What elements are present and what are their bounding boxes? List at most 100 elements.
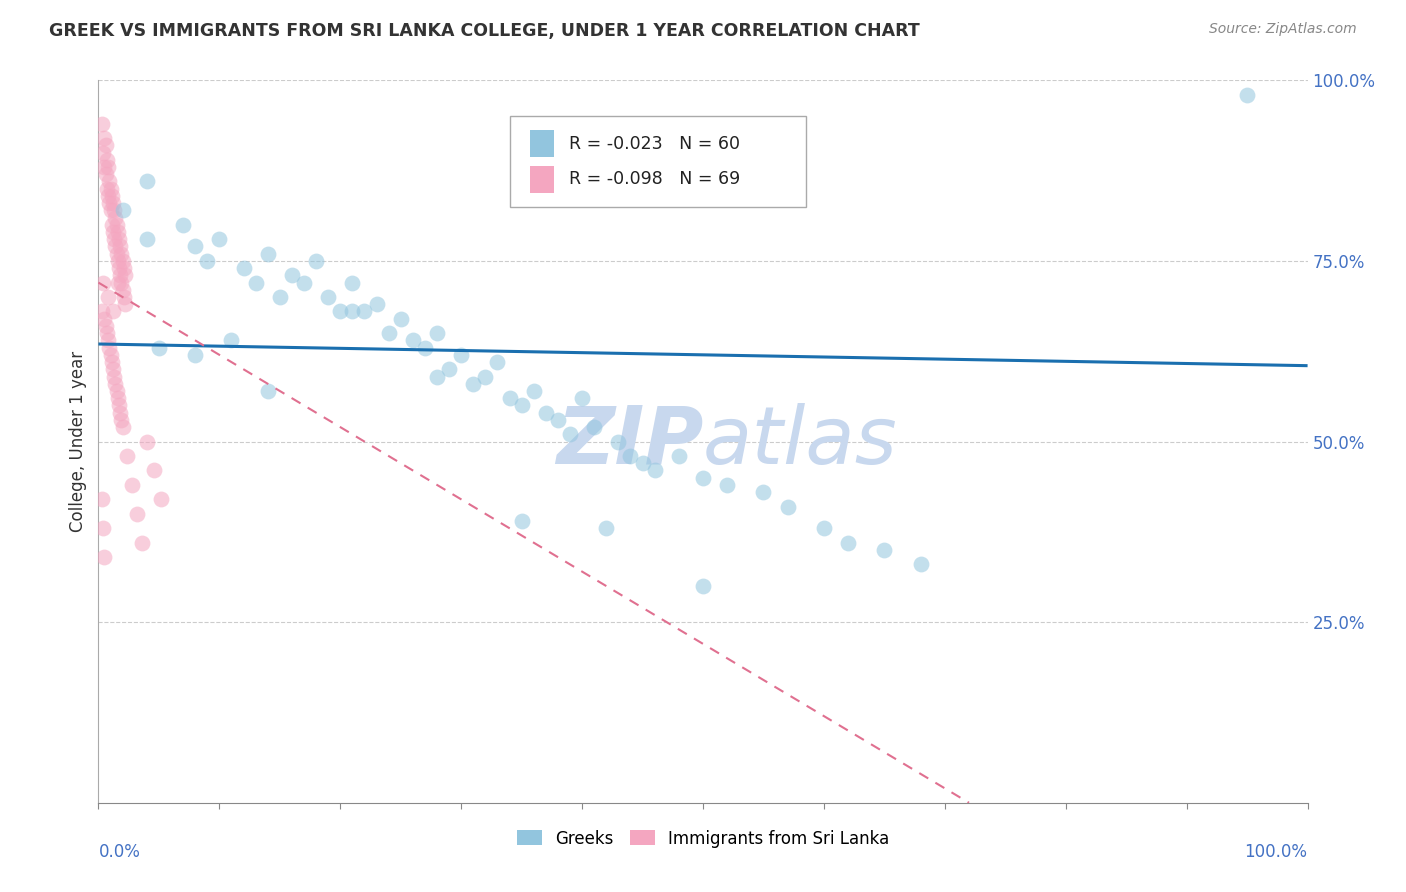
Point (1236, 87, 1258, 102)
Point (96, 153, 118, 167)
Point (619, 449, 641, 463)
Point (413, 341, 436, 355)
Point (148, 341, 170, 355)
Point (389, 311, 412, 326)
Point (97, 160, 120, 174)
Point (103, 203, 125, 218)
Point (94, 318, 117, 333)
Point (97, 189, 120, 203)
Point (172, 218, 194, 232)
Point (510, 514, 533, 528)
Point (93, 311, 115, 326)
Text: GREEK VS IMMIGRANTS FROM SRI LANKA COLLEGE, UNDER 1 YEAR CORRELATION CHART: GREEK VS IMMIGRANTS FROM SRI LANKA COLLE… (49, 22, 920, 40)
Bar (530, 130, 554, 157)
Point (108, 261, 131, 276)
Point (184, 239, 207, 253)
Point (100, 182, 122, 196)
Point (644, 463, 666, 477)
Point (112, 290, 135, 304)
Point (91, 304, 114, 318)
Point (114, 297, 136, 311)
Point (111, 253, 134, 268)
Point (281, 268, 304, 283)
Text: 0.0%: 0.0% (98, 843, 141, 861)
Point (463, 376, 485, 391)
Point (366, 297, 388, 311)
Point (135, 174, 157, 188)
Point (426, 326, 449, 340)
Point (91, 492, 114, 507)
Point (100, 348, 122, 362)
Point (93, 160, 115, 174)
Point (107, 391, 129, 405)
Y-axis label: College, Under 1 year: College, Under 1 year (69, 351, 87, 533)
Point (121, 478, 143, 492)
Point (105, 218, 128, 232)
Point (437, 362, 460, 376)
Point (523, 384, 546, 398)
Point (110, 246, 132, 260)
Point (105, 246, 128, 260)
Point (111, 420, 134, 434)
Point (256, 246, 278, 260)
Point (135, 232, 157, 246)
Bar (530, 166, 554, 194)
Point (873, 542, 896, 557)
Point (221, 334, 243, 348)
Point (486, 355, 509, 369)
Point (813, 521, 835, 535)
Point (101, 196, 124, 211)
Point (94, 138, 117, 153)
Point (107, 225, 129, 239)
Point (97, 334, 120, 348)
Point (104, 211, 127, 225)
Point (668, 449, 690, 463)
Point (245, 276, 267, 290)
Point (377, 326, 399, 340)
Point (558, 427, 581, 442)
Legend: Greeks, Immigrants from Sri Lanka: Greeks, Immigrants from Sri Lanka (508, 822, 898, 856)
Point (93, 131, 115, 145)
Point (910, 558, 932, 572)
Point (101, 225, 124, 239)
Point (97, 290, 120, 304)
Point (91, 117, 114, 131)
Point (292, 276, 315, 290)
Point (510, 398, 533, 412)
Point (108, 398, 131, 412)
Point (305, 253, 328, 268)
Point (716, 478, 738, 492)
Point (426, 369, 449, 384)
Point (100, 189, 122, 203)
Text: Source: ZipAtlas.com: Source: ZipAtlas.com (1209, 22, 1357, 37)
Text: R = -0.098   N = 69: R = -0.098 N = 69 (569, 170, 740, 188)
Point (450, 348, 472, 362)
Point (692, 470, 714, 484)
Point (342, 276, 364, 290)
Point (108, 232, 131, 246)
Point (498, 391, 520, 405)
Point (474, 369, 496, 384)
Point (195, 253, 218, 268)
Point (94, 167, 117, 181)
Point (837, 535, 859, 549)
Point (571, 391, 593, 405)
Point (96, 326, 118, 340)
Point (547, 413, 569, 427)
Point (583, 420, 606, 434)
Point (316, 290, 339, 304)
Point (111, 203, 134, 218)
Point (110, 413, 132, 427)
Point (776, 500, 799, 514)
Point (104, 239, 127, 253)
Point (93, 550, 115, 565)
Point (98, 174, 121, 188)
Point (98, 341, 121, 355)
Point (112, 261, 135, 276)
Point (107, 276, 129, 290)
Point (101, 304, 124, 318)
Point (692, 579, 714, 593)
Point (135, 434, 157, 449)
Text: atlas: atlas (703, 402, 898, 481)
Point (150, 492, 173, 507)
